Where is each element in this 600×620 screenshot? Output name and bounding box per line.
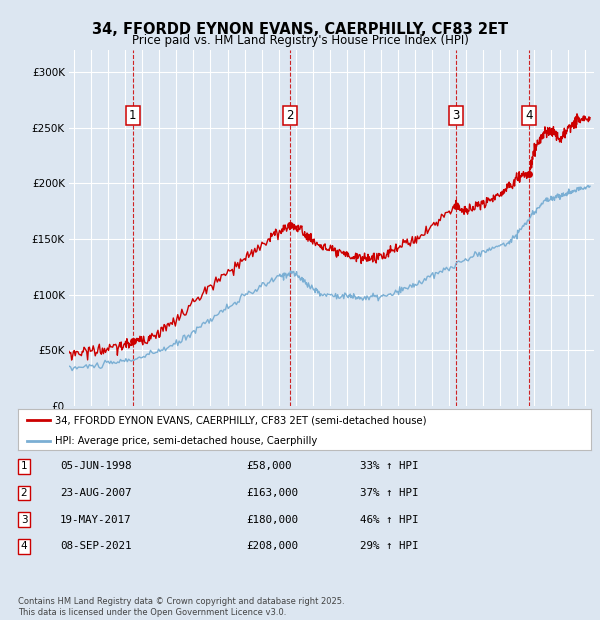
Text: £163,000: £163,000 (246, 488, 298, 498)
Text: £208,000: £208,000 (246, 541, 298, 551)
Text: 1: 1 (129, 109, 136, 122)
Text: 2: 2 (20, 488, 28, 498)
Text: 3: 3 (20, 515, 28, 525)
Text: 08-SEP-2021: 08-SEP-2021 (60, 541, 131, 551)
Text: 23-AUG-2007: 23-AUG-2007 (60, 488, 131, 498)
Text: £58,000: £58,000 (246, 461, 292, 471)
Text: 19-MAY-2017: 19-MAY-2017 (60, 515, 131, 525)
Text: 1: 1 (20, 461, 28, 471)
Text: 4: 4 (526, 109, 533, 122)
Text: 34, FFORDD EYNON EVANS, CAERPHILLY, CF83 2ET: 34, FFORDD EYNON EVANS, CAERPHILLY, CF83… (92, 22, 508, 37)
Text: £180,000: £180,000 (246, 515, 298, 525)
Text: 33% ↑ HPI: 33% ↑ HPI (360, 461, 419, 471)
Text: 3: 3 (452, 109, 459, 122)
Text: Contains HM Land Registry data © Crown copyright and database right 2025.
This d: Contains HM Land Registry data © Crown c… (18, 598, 344, 617)
Text: 2: 2 (286, 109, 293, 122)
Text: HPI: Average price, semi-detached house, Caerphilly: HPI: Average price, semi-detached house,… (55, 436, 317, 446)
Text: 34, FFORDD EYNON EVANS, CAERPHILLY, CF83 2ET (semi-detached house): 34, FFORDD EYNON EVANS, CAERPHILLY, CF83… (55, 415, 427, 425)
Text: 29% ↑ HPI: 29% ↑ HPI (360, 541, 419, 551)
Text: 37% ↑ HPI: 37% ↑ HPI (360, 488, 419, 498)
Text: 4: 4 (20, 541, 28, 551)
Text: Price paid vs. HM Land Registry's House Price Index (HPI): Price paid vs. HM Land Registry's House … (131, 34, 469, 47)
Text: 46% ↑ HPI: 46% ↑ HPI (360, 515, 419, 525)
Text: 05-JUN-1998: 05-JUN-1998 (60, 461, 131, 471)
